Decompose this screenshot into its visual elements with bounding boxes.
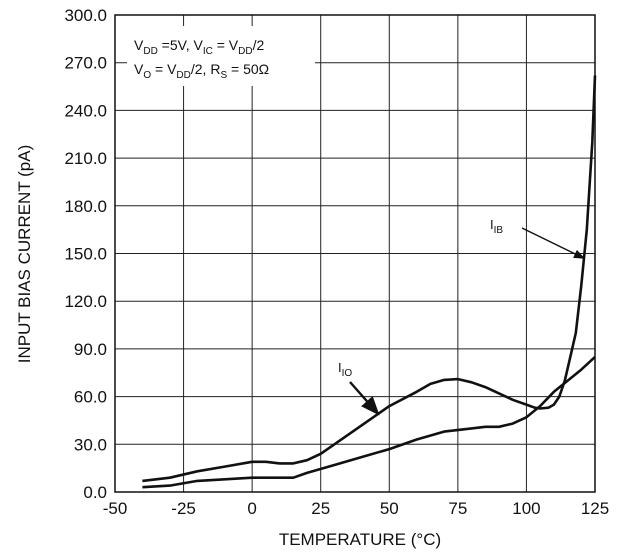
y-tick-label: 30.0 [74,435,107,454]
arrow-iio [349,381,380,416]
y-tick-labels: 0.0 30.0 60.0 90.0 120.0 150.0 180.0 210.0 240.0… [64,6,107,502]
label-arrows [349,227,586,416]
y-axis-label: INPUT BIAS CURRENT (pA) [15,145,34,364]
x-tick-label: 50 [380,499,399,518]
x-tick-label: 100 [512,499,540,518]
curve-label-iib: IIB [490,217,503,236]
curves [142,75,597,489]
x-tick-label: 75 [448,499,467,518]
x-tick-label: -50 [103,499,128,518]
curve-label-iio: IIO [338,360,352,379]
series-line-i-ib [142,75,597,483]
y-tick-label: 60.0 [74,388,107,407]
conditions-line-2: VO = VDD/2, RS = 50Ω [134,61,269,81]
y-tick-label: 180.0 [64,197,107,216]
x-tick-label: -25 [171,499,196,518]
plot-frame [114,14,596,493]
x-tick-label: 25 [311,499,330,518]
series-line-i-io [142,355,596,489]
y-tick-label: 300.0 [64,6,107,25]
y-tick-label: 120.0 [64,292,107,311]
x-axis-label: TEMPERATURE (°C) [279,530,441,549]
grid-lines [114,14,596,493]
x-tick-label: 0 [247,499,256,518]
y-tick-label: 240.0 [64,101,107,120]
y-tick-label: 270.0 [64,54,107,73]
y-tick-label: 150.0 [64,245,107,264]
y-tick-label: 90.0 [74,340,107,359]
arrow-iib [521,227,586,259]
y-tick-label: 0.0 [83,483,107,502]
y-tick-label: 210.0 [64,149,107,168]
x-tick-label: 125 [581,499,609,518]
conditions-line-1: VDD =5V, VIC = VDD/2 [134,37,264,57]
conditions-box [127,26,315,86]
x-tick-labels: -50 -25 0 25 50 75 100 125 [103,499,609,518]
